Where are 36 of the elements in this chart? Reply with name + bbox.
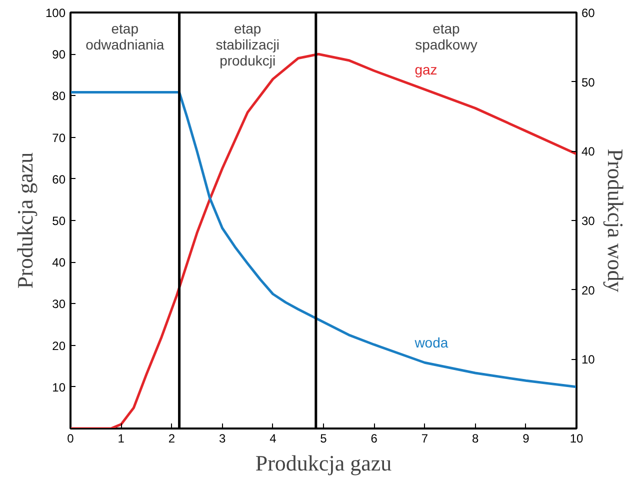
y-tick-label: 90 xyxy=(52,48,66,62)
y2-axis-title: Produkcja wody xyxy=(602,148,628,292)
annotation: etap spadkowy xyxy=(415,20,478,52)
y-tick-label: 60 xyxy=(52,172,66,186)
x-tick-label: 5 xyxy=(320,432,328,446)
y2-tick-label: 20 xyxy=(582,283,596,298)
series-label: gaz xyxy=(414,61,438,78)
y2-tick-label: 60 xyxy=(582,6,596,20)
y-tick-label: 30 xyxy=(52,297,66,312)
x-tick-label: 4 xyxy=(270,432,277,446)
x-tick-label: 6 xyxy=(370,432,378,446)
y-tick-label: 20 xyxy=(52,338,66,353)
y-axis-title: Produkcja gazu xyxy=(12,152,38,289)
x-tick-label: 0 xyxy=(67,432,74,446)
x-tick-label: 9 xyxy=(522,432,530,446)
series-label: woda xyxy=(414,334,448,351)
line-series xyxy=(70,90,576,388)
x-tick-label: 2 xyxy=(168,432,176,446)
y-tick-label: 80 xyxy=(52,89,66,104)
y-tick-label: 40 xyxy=(52,256,66,270)
y-tick-label: 50 xyxy=(52,214,66,228)
x-tick-label: 8 xyxy=(472,432,479,446)
y-tick-label: 10 xyxy=(52,380,66,394)
annotation: etap odwadniania xyxy=(86,20,164,52)
y2-tick-label: 50 xyxy=(582,75,596,90)
y-tick-label: 100 xyxy=(45,6,66,20)
y-tick-label: 70 xyxy=(52,130,66,145)
x-tick-label: 7 xyxy=(421,432,428,446)
x-tick-label: 10 xyxy=(570,432,584,446)
y2-tick-label: 40 xyxy=(582,144,596,159)
x-axis-title: Produkcja gazu xyxy=(255,450,392,476)
y2-tick-label: 30 xyxy=(582,214,596,228)
y2-tick-label: 10 xyxy=(582,352,596,367)
x-tick-label: 1 xyxy=(118,432,125,446)
annotation: etap stabilizacji produkcji xyxy=(216,20,280,68)
x-tick-label: 3 xyxy=(218,432,226,446)
